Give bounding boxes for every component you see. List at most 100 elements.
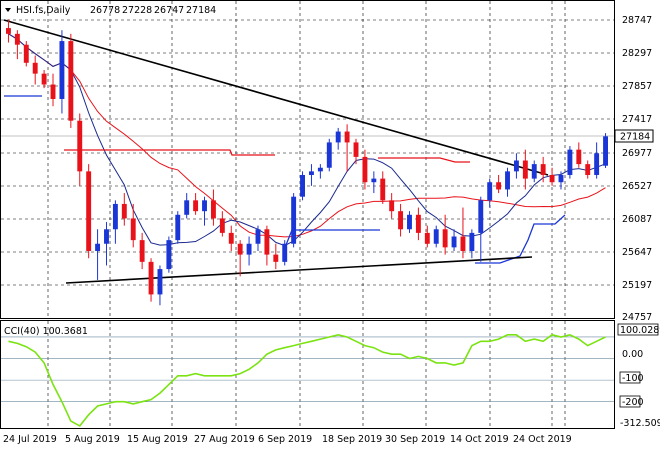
candle-body: [309, 171, 314, 175]
price-tick: 28297: [622, 48, 652, 59]
candle-body: [14, 33, 20, 45]
symbol-label: HSI.fs,Daily: [16, 5, 71, 16]
cci-tick-box: [619, 371, 641, 384]
candle-body: [139, 240, 145, 262]
candle-body: [77, 120, 83, 172]
price-tick: 26527: [622, 181, 652, 192]
candle-body: [59, 41, 65, 99]
candle-body: [451, 236, 457, 248]
cci-current-value: 100.0289: [620, 325, 660, 336]
candle-body: [104, 229, 109, 244]
price-tick: 25647: [622, 247, 652, 258]
candle-body: [121, 203, 127, 219]
candle-body: [130, 218, 136, 241]
price-tick: 27857: [622, 81, 652, 92]
triangle-down-icon[interactable]: [5, 8, 11, 12]
candle-body: [86, 171, 92, 251]
candle-body: [558, 174, 564, 183]
candle-body: [513, 160, 519, 172]
candle-body: [237, 243, 243, 255]
candle-body: [282, 243, 288, 262]
candle-body: [291, 196, 297, 244]
date-tick: 15 Aug 2019: [127, 434, 188, 445]
close-value: 27184: [186, 5, 216, 16]
date-tick: 5 Aug 2019: [65, 434, 120, 445]
candle-body: [442, 229, 448, 248]
resistance-step-line: [378, 157, 470, 163]
price-tick: 24757: [622, 312, 652, 323]
candle-body: [255, 229, 261, 244]
candle-body: [505, 171, 510, 190]
support-step-line: [475, 214, 566, 264]
date-tick: 24 Jul 2019: [3, 434, 57, 445]
cci-level-lines: [1, 336, 614, 403]
date-tick: 6 Sep 2019: [258, 434, 312, 445]
candle-body: [23, 44, 29, 63]
candle-body: [460, 236, 466, 251]
candle-body: [433, 229, 439, 244]
candle-body: [300, 174, 305, 197]
cci-panel-frame: [0, 320, 615, 429]
low-value: 26747: [154, 5, 184, 16]
date-tick: 30 Sep 2019: [385, 434, 445, 445]
candle-body: [193, 200, 199, 212]
resistance-step-line: [64, 149, 275, 156]
price-tick: 26977: [622, 148, 652, 159]
candle-body: [175, 214, 181, 241]
date-tick: 24 Oct 2019: [513, 434, 572, 445]
cci-tick: -100: [622, 373, 644, 384]
price-tick: 25197: [622, 280, 652, 291]
candle-body: [424, 232, 430, 244]
price-tick: 27417: [622, 114, 652, 125]
candle-body: [50, 84, 56, 99]
candle-body: [95, 243, 101, 251]
candle-body: [487, 182, 493, 201]
candle-body: [32, 62, 38, 74]
candle-body: [344, 131, 350, 143]
candle-body: [522, 160, 528, 179]
candle-body: [184, 200, 190, 215]
candle-body: [148, 261, 154, 295]
candle-body: [603, 136, 608, 166]
candle-body: [576, 149, 582, 165]
cci-title: CCI(40) 100.3681: [4, 326, 88, 337]
high-value: 27228: [122, 5, 152, 16]
cci-tick: -312.509: [620, 418, 660, 429]
candle-body: [228, 232, 234, 244]
candle-body: [415, 214, 421, 233]
candle-body: [317, 167, 323, 172]
candle-body: [166, 240, 172, 270]
cci-polyline: [8, 333, 606, 427]
price-panel-frame: [0, 0, 615, 319]
candle-body: [549, 174, 555, 183]
candle-body: [68, 41, 74, 121]
candle-body: [210, 200, 216, 219]
cci-value-tag: [617, 323, 659, 336]
candle-body: [585, 164, 591, 175]
cci-tick-box: [619, 395, 641, 408]
date-tick: 18 Sep 2019: [322, 434, 382, 445]
candle-body: [540, 164, 546, 175]
candle-body: [335, 131, 341, 143]
candle-body: [371, 178, 377, 183]
candle-body: [353, 142, 359, 157]
date-tick: 14 Oct 2019: [450, 434, 509, 445]
date-tick: 27 Aug 2019: [194, 434, 255, 445]
candle-body: [246, 243, 252, 255]
current-price-label: 27184: [620, 132, 650, 143]
candle-body: [567, 149, 573, 175]
cci-tick: 0.00: [622, 349, 643, 360]
open-value: 26778: [90, 5, 120, 16]
candle-body: [264, 229, 270, 255]
candle-body: [531, 164, 537, 179]
candle-body: [594, 153, 600, 175]
candle-body: [362, 156, 368, 183]
candle-body: [478, 200, 484, 233]
candle-body: [496, 182, 502, 190]
trendlines: [3, 19, 549, 284]
candle-body: [380, 178, 386, 201]
candle-body: [6, 28, 11, 34]
moving-average-fast: [8, 33, 606, 247]
price-tick: 28747: [622, 15, 652, 26]
